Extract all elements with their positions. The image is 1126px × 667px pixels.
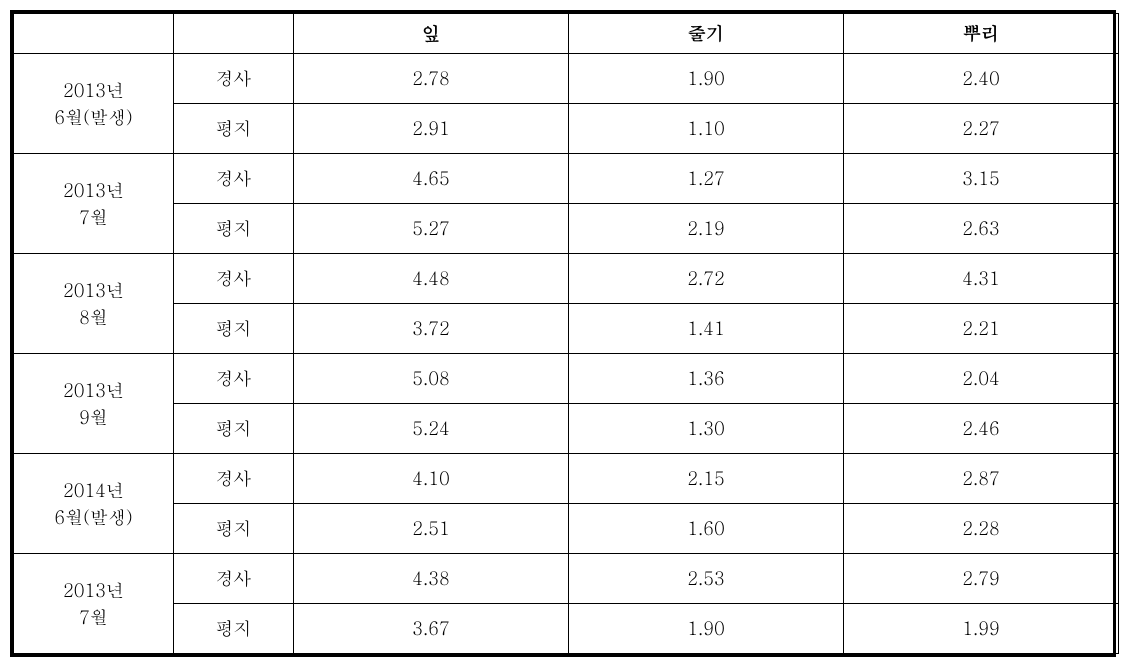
table-row: 평지 3.72 1.41 2.21: [14, 304, 1119, 354]
table-row: 평지 5.27 2.19 2.63: [14, 204, 1119, 254]
value-cell: 2.87: [844, 454, 1119, 504]
type-cell: 경사: [174, 554, 294, 604]
table-row: 2014년 6월(발생) 경사 4.10 2.15 2.87: [14, 454, 1119, 504]
value-cell: 4.65: [294, 154, 569, 204]
data-table: 잎 줄기 뿌리 2013년 6월(발생) 경사 2.78 1.90 2.40 평…: [13, 13, 1119, 654]
date-line-2: 9월: [79, 405, 108, 430]
value-cell: 4.38: [294, 554, 569, 604]
header-root: 뿌리: [844, 14, 1119, 54]
value-cell: 1.90: [569, 54, 844, 104]
table-row: 평지 2.91 1.10 2.27: [14, 104, 1119, 154]
date-line-1: 2013년: [63, 378, 124, 403]
date-cell: 2014년 6월(발생): [14, 454, 174, 554]
header-stem: 줄기: [569, 14, 844, 54]
table-row: 2013년 6월(발생) 경사 2.78 1.90 2.40: [14, 54, 1119, 104]
table-body: 2013년 6월(발생) 경사 2.78 1.90 2.40 평지 2.91 1…: [14, 54, 1119, 654]
value-cell: 2.04: [844, 354, 1119, 404]
value-cell: 1.60: [569, 504, 844, 554]
type-cell: 평지: [174, 404, 294, 454]
type-cell: 경사: [174, 54, 294, 104]
value-cell: 1.41: [569, 304, 844, 354]
header-blank-1: [14, 14, 174, 54]
value-cell: 4.48: [294, 254, 569, 304]
value-cell: 2.78: [294, 54, 569, 104]
value-cell: 2.40: [844, 54, 1119, 104]
type-cell: 경사: [174, 254, 294, 304]
value-cell: 4.10: [294, 454, 569, 504]
value-cell: 1.30: [569, 404, 844, 454]
date-cell: 2013년 9월: [14, 354, 174, 454]
value-cell: 2.72: [569, 254, 844, 304]
date-line-2: 7월: [79, 605, 108, 630]
value-cell: 2.21: [844, 304, 1119, 354]
table-row: 2013년 9월 경사 5.08 1.36 2.04: [14, 354, 1119, 404]
table-header-row: 잎 줄기 뿌리: [14, 14, 1119, 54]
data-table-container: 잎 줄기 뿌리 2013년 6월(발생) 경사 2.78 1.90 2.40 평…: [10, 10, 1116, 657]
value-cell: 2.19: [569, 204, 844, 254]
type-cell: 평지: [174, 304, 294, 354]
date-cell: 2013년 6월(발생): [14, 54, 174, 154]
value-cell: 5.24: [294, 404, 569, 454]
table-row: 2013년 7월 경사 4.65 1.27 3.15: [14, 154, 1119, 204]
table-row: 2013년 7월 경사 4.38 2.53 2.79: [14, 554, 1119, 604]
date-line-1: 2013년: [63, 578, 124, 603]
type-cell: 평지: [174, 604, 294, 654]
value-cell: 2.15: [569, 454, 844, 504]
value-cell: 3.67: [294, 604, 569, 654]
date-line-2: 7월: [79, 205, 108, 230]
header-blank-2: [174, 14, 294, 54]
type-cell: 평지: [174, 104, 294, 154]
type-cell: 경사: [174, 454, 294, 504]
value-cell: 2.27: [844, 104, 1119, 154]
table-row: 평지 3.67 1.90 1.99: [14, 604, 1119, 654]
value-cell: 1.99: [844, 604, 1119, 654]
date-line-1: 2013년: [63, 278, 124, 303]
date-line-2: 8월: [79, 305, 108, 330]
value-cell: 2.63: [844, 204, 1119, 254]
value-cell: 3.15: [844, 154, 1119, 204]
date-cell: 2013년 7월: [14, 554, 174, 654]
type-cell: 경사: [174, 154, 294, 204]
type-cell: 경사: [174, 354, 294, 404]
date-line-1: 2013년: [63, 78, 124, 103]
type-cell: 평지: [174, 204, 294, 254]
value-cell: 1.90: [569, 604, 844, 654]
header-leaf: 잎: [294, 14, 569, 54]
value-cell: 1.27: [569, 154, 844, 204]
value-cell: 1.10: [569, 104, 844, 154]
date-line-2: 6월(발생): [54, 105, 132, 130]
type-cell: 평지: [174, 504, 294, 554]
value-cell: 2.91: [294, 104, 569, 154]
value-cell: 2.51: [294, 504, 569, 554]
value-cell: 2.28: [844, 504, 1119, 554]
value-cell: 2.53: [569, 554, 844, 604]
table-row: 평지 2.51 1.60 2.28: [14, 504, 1119, 554]
value-cell: 5.27: [294, 204, 569, 254]
date-line-1: 2013년: [63, 178, 124, 203]
value-cell: 3.72: [294, 304, 569, 354]
date-cell: 2013년 8월: [14, 254, 174, 354]
value-cell: 5.08: [294, 354, 569, 404]
value-cell: 2.79: [844, 554, 1119, 604]
value-cell: 2.46: [844, 404, 1119, 454]
value-cell: 1.36: [569, 354, 844, 404]
date-line-2: 6월(발생): [54, 505, 132, 530]
date-cell: 2013년 7월: [14, 154, 174, 254]
value-cell: 4.31: [844, 254, 1119, 304]
table-row: 평지 5.24 1.30 2.46: [14, 404, 1119, 454]
date-line-1: 2014년: [63, 478, 124, 503]
table-row: 2013년 8월 경사 4.48 2.72 4.31: [14, 254, 1119, 304]
